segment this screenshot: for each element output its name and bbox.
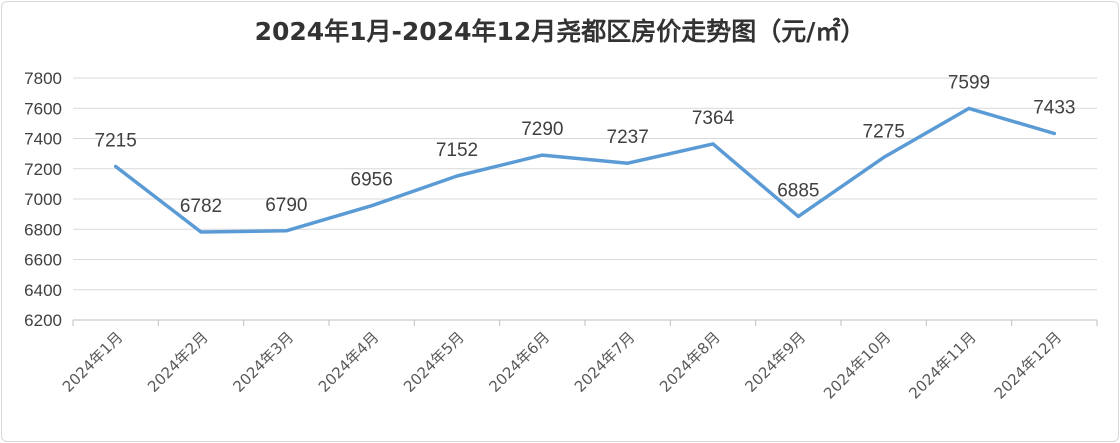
data-label: 7237 [607,127,649,148]
x-tick-label: 2024年3月 [229,328,297,396]
y-tick-label: 6800 [24,220,62,239]
y-tick-label: 7000 [24,190,62,209]
x-tick-label: 2024年11月 [905,328,979,402]
data-point [114,164,118,168]
data-point [199,230,203,234]
series-line [113,106,1057,234]
chart-title: 2024年1月-2024年12月尧都区房价走势图（元/㎡） [254,17,866,46]
y-tick-label: 7200 [24,160,62,179]
x-tick-label: 2024年4月 [315,328,383,396]
data-point [370,204,374,208]
x-tick-label: 2024年5月 [400,328,468,396]
data-point [882,155,886,159]
data-label: 7599 [948,72,990,93]
data-label: 7152 [436,140,478,161]
data-labels: 7215 6782 6790 6956 7152 7290 7237 7364 6885 7275… [95,72,1076,217]
y-tick-label: 7400 [24,130,62,149]
data-label: 6956 [351,170,393,191]
x-tick-label: 2024年6月 [485,328,553,396]
data-label: 7290 [521,119,563,140]
gridlines [73,77,1097,321]
data-point [1052,132,1056,136]
data-label: 6782 [180,196,222,217]
x-axis: 2024年1月 2024年2月 2024年3月 2024年4月 2024年5月 2024年… [59,320,1098,403]
y-tick-label: 6600 [24,251,62,270]
data-label: 7364 [692,108,735,129]
y-tick-label: 6200 [24,311,62,330]
x-tick-label: 2024年9月 [741,328,809,396]
y-tick-label: 7800 [24,69,62,88]
x-tick-label: 2024年8月 [656,328,724,396]
data-label: 7275 [863,121,905,142]
y-axis: 6200 6400 6600 6800 7000 7200 7400 7600 7800 [24,69,62,330]
data-point [967,106,971,110]
x-tick-label: 2024年12月 [991,328,1065,402]
x-tick-label: 2024年1月 [59,328,127,396]
data-point [626,161,630,165]
x-tick-label: 2024年10月 [820,328,894,402]
data-point [540,153,544,157]
data-point [455,174,459,178]
data-point [796,214,800,218]
x-tick-label: 2024年7月 [571,328,639,396]
data-label: 6885 [777,180,819,201]
data-point [711,142,715,146]
data-label: 7433 [1033,98,1075,119]
x-tick-label: 2024年2月 [144,328,212,396]
y-tick-label: 6400 [24,281,62,300]
data-point [284,229,288,233]
data-label: 7215 [95,130,137,151]
data-label: 6790 [265,195,307,216]
y-tick-label: 7600 [24,99,62,118]
series-layer [113,106,1057,234]
